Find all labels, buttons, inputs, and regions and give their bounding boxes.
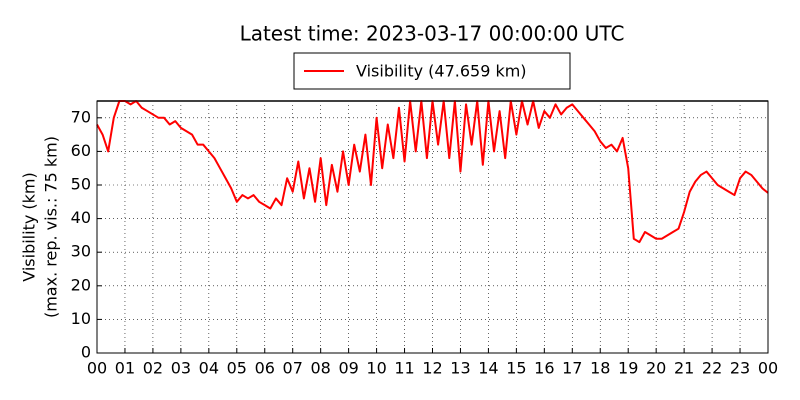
x-tick-label: 04 bbox=[199, 359, 219, 378]
y-tick-label: 20 bbox=[71, 275, 91, 294]
y-axis-label: (max. rep. vis.: 75 km) bbox=[42, 136, 61, 318]
x-tick-label: 09 bbox=[338, 359, 358, 378]
x-tick-label: 00 bbox=[758, 359, 778, 378]
legend-label: Visibility (47.659 km) bbox=[356, 62, 527, 81]
x-tick-label: 05 bbox=[227, 359, 247, 378]
x-tick-label: 07 bbox=[283, 359, 303, 378]
y-tick-label: 30 bbox=[71, 242, 91, 261]
y-tick-label: 40 bbox=[71, 208, 91, 227]
x-tick-label: 12 bbox=[422, 359, 442, 378]
x-tick-label: 21 bbox=[674, 359, 694, 378]
x-tick-label: 18 bbox=[590, 359, 610, 378]
x-tick-label: 22 bbox=[702, 359, 722, 378]
x-tick-label: 10 bbox=[366, 359, 386, 378]
x-tick-label: 15 bbox=[506, 359, 526, 378]
y-tick-label: 60 bbox=[71, 141, 91, 160]
chart-title: Latest time: 2023-03-17 00:00:00 UTC bbox=[240, 22, 625, 46]
y-tick-label: 50 bbox=[71, 175, 91, 194]
y-tick-label: 70 bbox=[71, 107, 91, 126]
y-axis-label: Visibility (km) bbox=[20, 172, 39, 281]
x-tick-label: 08 bbox=[310, 359, 330, 378]
x-tick-label: 02 bbox=[143, 359, 163, 378]
x-tick-label: 20 bbox=[646, 359, 666, 378]
y-tick-label: 10 bbox=[71, 309, 91, 328]
x-tick-label: 00 bbox=[87, 359, 107, 378]
x-tick-label: 01 bbox=[115, 359, 135, 378]
x-tick-label: 13 bbox=[450, 359, 470, 378]
y-tick-label: 0 bbox=[81, 343, 91, 362]
x-tick-label: 03 bbox=[171, 359, 191, 378]
x-tick-label: 11 bbox=[394, 359, 414, 378]
plot-frame bbox=[96, 100, 769, 354]
x-tick-label: 17 bbox=[562, 359, 582, 378]
x-tick-label: 19 bbox=[618, 359, 638, 378]
x-tick-label: 14 bbox=[478, 359, 498, 378]
x-tick-label: 16 bbox=[534, 359, 554, 378]
x-tick-label: 06 bbox=[255, 359, 275, 378]
x-tick-label: 23 bbox=[730, 359, 750, 378]
